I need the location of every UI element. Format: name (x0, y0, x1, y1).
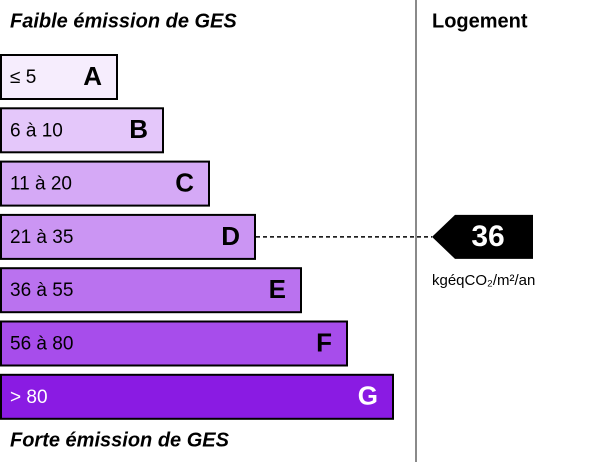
class-range: > 80 (10, 387, 48, 408)
class-letter: F (316, 327, 332, 357)
class-letter: E (269, 274, 286, 304)
class-bar (0, 213, 256, 260)
class-letter: G (358, 381, 378, 411)
class-bar (0, 107, 164, 154)
class-range: 56 à 80 (10, 334, 73, 355)
indicator-value: 36 (471, 220, 504, 253)
indicator-unit: kgéqCO₂/m²/an (432, 272, 535, 289)
class-range: ≤ 5 (10, 67, 36, 88)
class-letter: D (221, 221, 240, 251)
class-bar (0, 320, 348, 367)
class-letter: B (129, 114, 148, 144)
class-range: 21 à 35 (10, 227, 73, 248)
class-letter: C (175, 167, 194, 197)
class-bar (0, 54, 118, 100)
column-title: Logement (432, 10, 528, 32)
class-range: 36 à 55 (10, 280, 73, 301)
class-bar (0, 267, 302, 314)
class-letter: A (83, 61, 102, 91)
class-bar (0, 160, 210, 207)
bottom-label: Forte émission de GES (10, 429, 230, 451)
top-label: Faible émission de GES (10, 10, 237, 32)
class-range: 11 à 20 (10, 174, 72, 195)
class-bar (0, 373, 394, 420)
class-range: 6 à 10 (10, 120, 63, 141)
indicator-arrow (432, 214, 533, 259)
